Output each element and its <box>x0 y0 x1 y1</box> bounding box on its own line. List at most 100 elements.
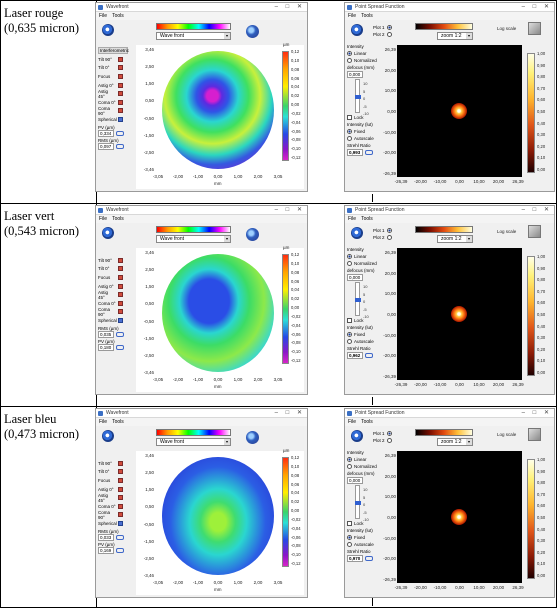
globe-icon[interactable] <box>246 431 259 444</box>
toggle-checkbox[interactable] <box>118 469 123 475</box>
menu-tools[interactable]: Tools <box>361 216 373 222</box>
window-controls-icon[interactable]: – □ ✕ <box>274 410 305 416</box>
toggle-checkbox[interactable] <box>118 477 123 483</box>
measure-tool-icon[interactable] <box>116 130 124 136</box>
aberration-toggle[interactable]: Coma 90° <box>98 307 128 317</box>
mode-normalized-radio[interactable] <box>347 261 352 267</box>
window-controls-icon[interactable]: – □ ✕ <box>521 207 552 213</box>
lock-option[interactable]: Lock <box>347 317 385 324</box>
aberration-toggle[interactable]: Astig 45° <box>98 89 128 99</box>
chevron-down-icon[interactable]: ▾ <box>224 439 230 445</box>
window-controls-icon[interactable]: – □ ✕ <box>274 4 305 10</box>
aberration-toggle[interactable]: Astig 0° <box>98 485 128 494</box>
toggle-checkbox[interactable] <box>118 520 123 526</box>
measure-tool-icon[interactable] <box>365 150 373 155</box>
toggle-checkbox[interactable] <box>118 56 123 62</box>
log-scale-toggle[interactable] <box>528 428 541 441</box>
chevron-down-icon[interactable]: ▾ <box>224 33 230 39</box>
mode-linear-radio[interactable] <box>347 457 352 463</box>
plot2-radio[interactable] <box>386 438 392 444</box>
log-scale-toggle[interactable] <box>528 22 541 35</box>
aberration-toggle[interactable]: Astig 0° <box>98 282 128 291</box>
aberration-toggle[interactable]: Astig 45° <box>98 290 128 300</box>
aberration-toggle[interactable]: Focus <box>98 273 128 282</box>
mode-linear-option[interactable]: Linear <box>347 50 385 57</box>
plot2-option[interactable]: Plot 2 <box>373 234 392 241</box>
defocus-input[interactable]: 0,000 <box>347 71 363 78</box>
measure-tool-icon[interactable] <box>116 331 124 337</box>
wavefront-window[interactable]: Wavefront – □ ✕ File Tools Wave front ▾ Tilt 9… <box>95 408 308 598</box>
toggle-checkbox[interactable] <box>118 317 123 323</box>
aberration-toggle[interactable]: Astig 45° <box>98 493 128 503</box>
menu-file[interactable]: File <box>348 216 357 222</box>
autoscale-option[interactable]: Autoscale <box>347 338 385 345</box>
aberration-toggle[interactable]: Spherical <box>98 316 128 325</box>
toggle-checkbox[interactable] <box>118 108 123 114</box>
psf-titlebar[interactable]: Point Spread Function – □ ✕ <box>345 3 554 12</box>
lock-checkbox[interactable] <box>347 521 352 527</box>
wavefront-window[interactable]: Wavefront – □ ✕ File Tools Wave front ▾ Interf… <box>95 2 308 192</box>
aberration-toggle[interactable]: Astig 0° <box>98 81 128 90</box>
chevron-down-icon[interactable]: ▾ <box>466 33 472 39</box>
menu-tools[interactable]: Tools <box>361 419 373 425</box>
wavefront-titlebar[interactable]: Wavefront – □ ✕ <box>96 206 307 215</box>
plot2-option[interactable]: Plot 2 <box>373 437 392 444</box>
aberration-toggle[interactable]: Coma 0° <box>98 98 128 107</box>
defocus-slider[interactable] <box>355 79 361 113</box>
plot1-option[interactable]: Plot 1 <box>373 24 392 31</box>
plot2-radio[interactable] <box>386 235 392 241</box>
fixed-option[interactable]: Fixed <box>347 534 385 541</box>
aberration-toggle[interactable]: Tilt 90° <box>98 459 128 468</box>
toggle-checkbox[interactable] <box>118 309 123 315</box>
menu-tools[interactable]: Tools <box>112 13 124 19</box>
fixed-option[interactable]: Fixed <box>347 128 385 135</box>
aberration-toggle[interactable]: Tilt 90° <box>98 55 128 64</box>
aberration-toggle[interactable]: Spherical <box>98 115 128 124</box>
display-mode-dropdown[interactable]: Wave front ▾ <box>156 32 231 40</box>
mode-linear-radio[interactable] <box>347 254 352 260</box>
toggle-checkbox[interactable] <box>118 495 123 501</box>
mode-normalized-radio[interactable] <box>347 58 352 64</box>
aberration-toggle[interactable]: Focus <box>98 476 128 485</box>
globe-icon[interactable] <box>246 25 259 38</box>
toggle-checkbox[interactable] <box>118 99 123 105</box>
mode-linear-radio[interactable] <box>347 51 352 57</box>
toggle-checkbox[interactable] <box>118 274 123 280</box>
menu-file[interactable]: File <box>99 216 108 222</box>
display-mode-dropdown[interactable]: Wave front ▾ <box>156 235 231 243</box>
mode-normalized-option[interactable]: Normalized <box>347 463 385 470</box>
wavefront-titlebar[interactable]: Wavefront – □ ✕ <box>96 3 307 12</box>
mode-normalized-radio[interactable] <box>347 464 352 470</box>
defocus-input[interactable]: 0,000 <box>347 274 363 281</box>
display-mode-dropdown[interactable]: Wave front ▾ <box>156 438 231 446</box>
aberration-toggle[interactable]: Spherical <box>98 519 128 528</box>
menu-tools[interactable]: Tools <box>361 13 373 19</box>
toggle-checkbox[interactable] <box>118 300 123 306</box>
aberration-toggle[interactable]: Tilt 0° <box>98 468 128 477</box>
slider-handle[interactable] <box>355 95 361 99</box>
toggle-checkbox[interactable] <box>118 116 123 122</box>
toggle-checkbox[interactable] <box>118 91 123 97</box>
aberration-toggle[interactable]: Coma 90° <box>98 510 128 520</box>
measure-tool-icon[interactable] <box>116 344 124 350</box>
menu-file[interactable]: File <box>348 419 357 425</box>
aberration-toggle[interactable]: Tilt 90° <box>98 256 128 265</box>
psf-window[interactable]: Point Spread Function – □ ✕ File Tools Plot … <box>344 2 555 192</box>
wavefront-titlebar[interactable]: Wavefront – □ ✕ <box>96 409 307 418</box>
toggle-checkbox[interactable] <box>118 292 123 298</box>
defocus-slider[interactable] <box>355 485 361 519</box>
window-controls-icon[interactable]: – □ ✕ <box>521 410 552 416</box>
plot2-radio[interactable] <box>386 32 392 38</box>
menu-file[interactable]: File <box>348 13 357 19</box>
measure-tool-icon[interactable] <box>116 534 124 540</box>
measure-tool-icon[interactable] <box>116 143 124 149</box>
fixed-radio[interactable] <box>347 332 352 338</box>
autoscale-option[interactable]: Autoscale <box>347 541 385 548</box>
defocus-input[interactable]: 0,000 <box>347 477 363 484</box>
measure-tool-icon[interactable] <box>116 547 124 553</box>
window-controls-icon[interactable]: – □ ✕ <box>521 4 552 10</box>
psf-window[interactable]: Point Spread Function – □ ✕ File Tools Plot … <box>344 205 555 395</box>
mode-linear-option[interactable]: Linear <box>347 456 385 463</box>
toggle-checkbox[interactable] <box>118 65 123 71</box>
lock-option[interactable]: Lock <box>347 520 385 527</box>
